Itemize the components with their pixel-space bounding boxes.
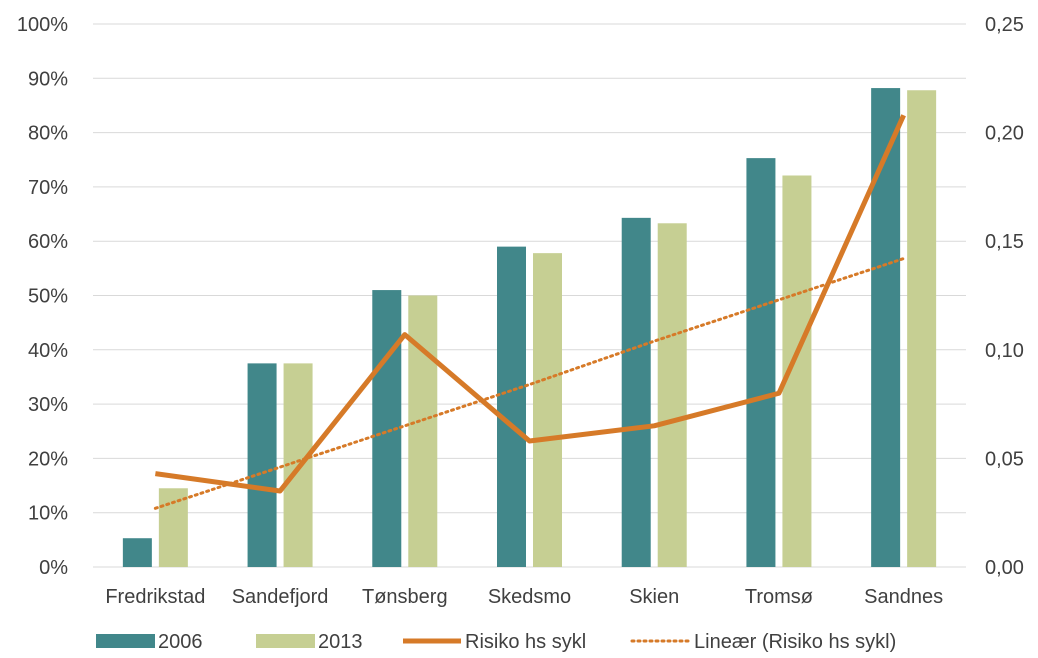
left-axis-ticks: 0% 10% 20% 30% 40% 50% 60% 70% 80% 90% 100% — [17, 14, 68, 579]
line-series-risiko — [155, 114, 906, 494]
trendline-series — [153, 257, 906, 510]
left-axis-tick-label: 0% — [39, 557, 68, 579]
right-axis-tick-label: 0,15 — [985, 231, 1024, 253]
right-axis-tick-label: 0,00 — [985, 557, 1024, 579]
bar-2006-Skien — [621, 217, 651, 567]
right-axis-tick-label: 0,10 — [985, 340, 1024, 362]
left-axis-tick-label: 60% — [28, 231, 68, 253]
category-label: Tromsø — [745, 586, 813, 608]
left-axis-tick-label: 10% — [28, 503, 68, 525]
right-axis-tick-label: 0,20 — [985, 123, 1024, 145]
lines — [153, 114, 906, 510]
legend-swatch-2013 — [256, 634, 315, 648]
left-axis-tick-label: 90% — [28, 68, 68, 90]
left-axis-tick-label: 40% — [28, 340, 68, 362]
right-axis-tick-label: 0,25 — [985, 14, 1024, 36]
bar-2013-Sandnes — [907, 90, 937, 567]
left-axis-tick-label: 80% — [28, 123, 68, 145]
bar-2013-Skien — [657, 223, 687, 567]
category-label: Sandnes — [864, 586, 943, 608]
bar-2006-Skedsmo — [497, 246, 526, 567]
legend-label: Risiko hs sykl — [465, 631, 586, 653]
category-label: Fredrikstad — [105, 586, 205, 608]
left-axis-tick-label: 100% — [17, 14, 68, 36]
category-label: Skedsmo — [488, 586, 571, 608]
bar-2006-Sandnes — [871, 88, 901, 567]
category-label: Skien — [629, 586, 679, 608]
category-axis-labels: Fredrikstad Sandefjord Tønsberg Skedsmo Skie… — [105, 586, 943, 608]
gridlines — [93, 23, 966, 568]
left-axis-tick-label: 20% — [28, 448, 68, 470]
right-axis-ticks: 0,00 0,05 0,10 0,15 0,20 0,25 — [985, 14, 1024, 579]
right-axis-tick-label: 0,05 — [985, 448, 1024, 470]
bar-2013-Tønsberg — [408, 295, 438, 567]
bar-2006-Fredrikstad — [122, 538, 152, 567]
legend: 2006 2013 Risiko hs sykl Lineær (Risiko hs … — [96, 631, 896, 653]
bar-2006-Tromsø — [746, 158, 776, 567]
left-axis-tick-label: 50% — [28, 286, 68, 308]
left-axis-tick-label: 70% — [28, 177, 68, 199]
category-label: Sandefjord — [232, 586, 329, 608]
legend-label: 2013 — [318, 631, 363, 653]
legend-swatch-2006 — [96, 634, 155, 648]
legend-label: 2006 — [158, 631, 203, 653]
bar-2006-Sandefjord — [247, 363, 277, 567]
legend-label: Lineær (Risiko hs sykl) — [694, 631, 896, 653]
category-label: Tønsberg — [362, 586, 448, 608]
bars — [122, 88, 937, 567]
bar-2013-Skedsmo — [533, 253, 562, 567]
left-axis-tick-label: 30% — [28, 394, 68, 416]
